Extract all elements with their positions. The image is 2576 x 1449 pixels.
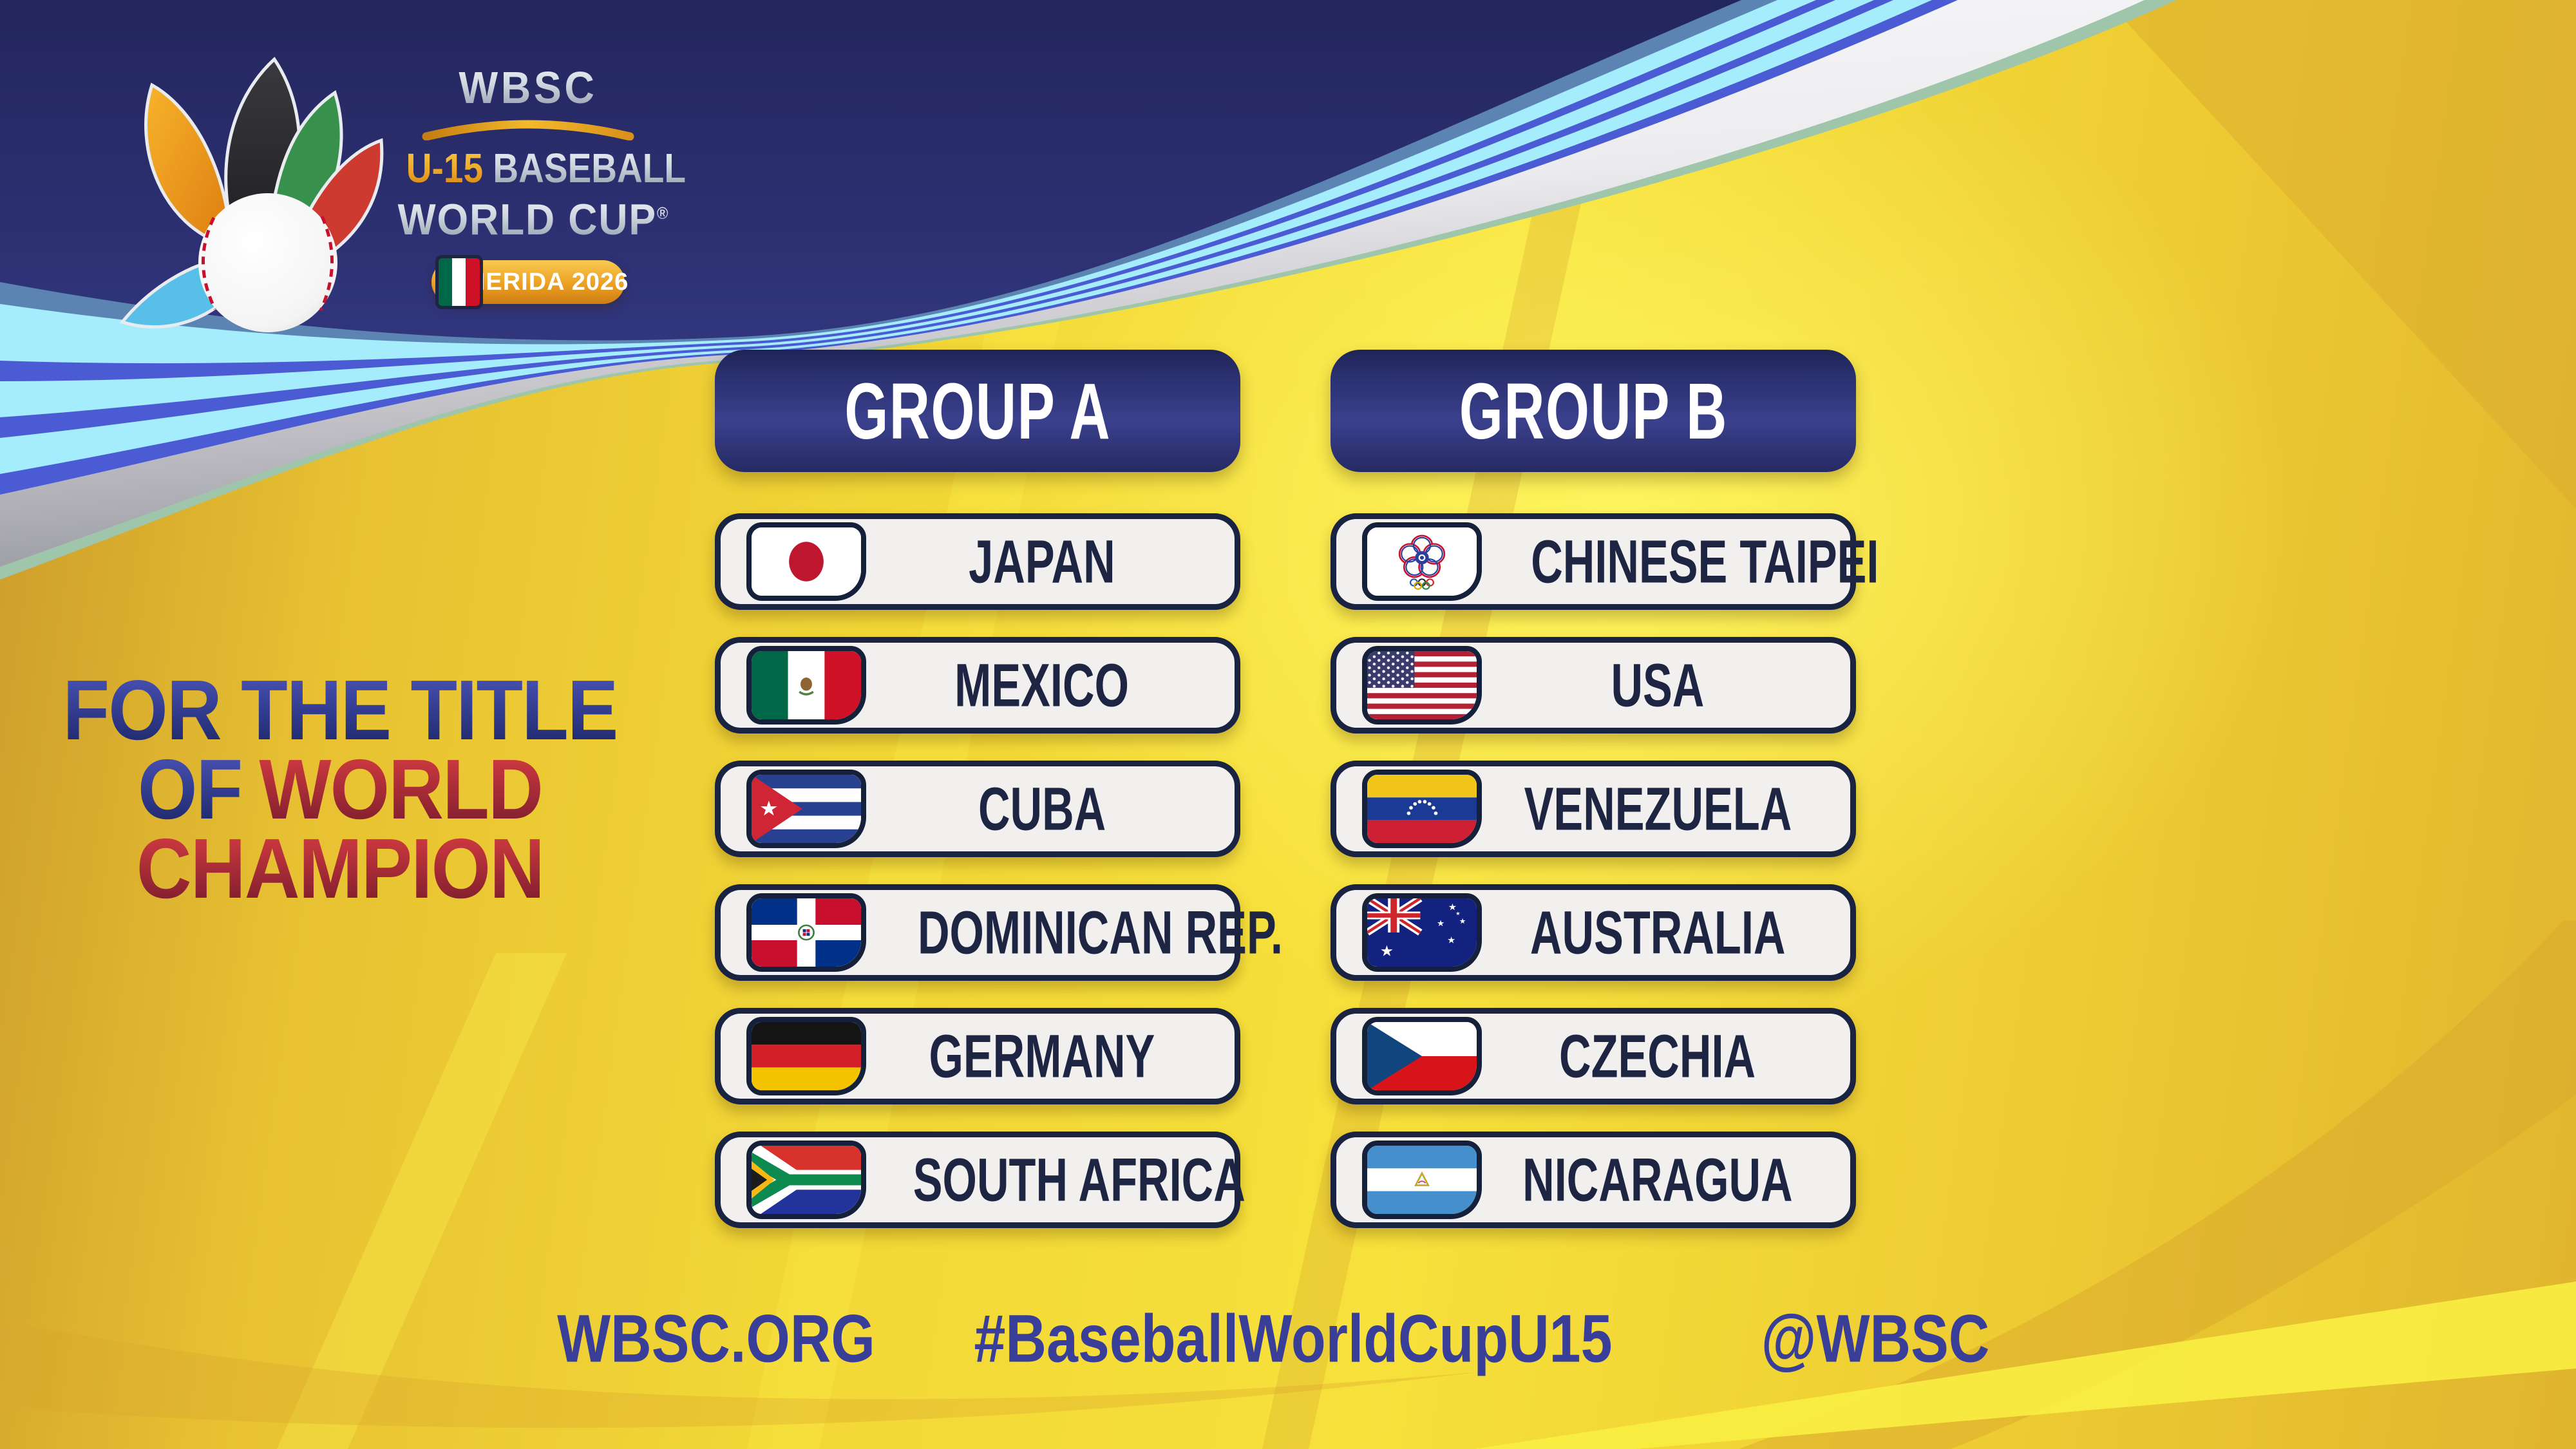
usa-flag-icon [1362, 646, 1482, 724]
group-b-column: GROUP B CHINESE [1331, 350, 1879, 1255]
team-name: VENEZUELA [1524, 774, 1792, 843]
event-name: MERIDA 2026 [464, 268, 629, 296]
czechia-flag-icon [1362, 1017, 1482, 1095]
team-row-chinese-taipei: CHINESE TAIPEI [1331, 513, 1879, 610]
team-row-australia: AUSTRALIA [1331, 884, 1856, 981]
footer-website: WBSC.ORG [557, 1301, 875, 1377]
team-row-venezuela: VENEZUELA [1331, 761, 1856, 857]
team-name: JAPAN [969, 527, 1115, 596]
south-africa-flag-icon [746, 1141, 866, 1219]
footer-hashtag: #BaseballWorldCupU15 [974, 1301, 1613, 1377]
tagline-line1: FOR THE TITLE [50, 663, 630, 757]
tagline-line2-of: OF [137, 741, 243, 837]
team-name: CHINESE TAIPEI [1531, 527, 1879, 596]
team-row-nicaragua: NICARAGUA [1331, 1132, 1856, 1228]
group-b-label: GROUP B [1459, 366, 1728, 455]
event-pill: MERIDA 2026 [431, 255, 628, 309]
team-row-mexico: MEXICO [715, 637, 1240, 734]
team-name: NICARAGUA [1522, 1145, 1793, 1214]
germany-flag-icon [746, 1017, 866, 1095]
tagline-line2: OF WORLD [50, 741, 630, 837]
gold-arc-icon [422, 120, 634, 140]
group-b-header: GROUP B [1331, 350, 1856, 472]
logo-petals-baseball-icon [119, 57, 384, 332]
team-name: DOMINICAN REP. [917, 898, 1283, 967]
logo-title-line2: WORLD CUP® [397, 194, 668, 245]
team-row-cuba: CUBA [715, 761, 1240, 857]
logo-brand: WBSC [459, 62, 598, 113]
team-name: GERMANY [929, 1021, 1155, 1090]
group-a-label: GROUP A [844, 366, 1111, 455]
nicaragua-flag-icon [1362, 1141, 1482, 1219]
mexico-flag-icon [746, 646, 866, 724]
tagline-line3: CHAMPION [50, 820, 630, 916]
japan-flag-icon [746, 522, 866, 601]
team-row-czechia: CZECHIA [1331, 1008, 1856, 1104]
team-row-south-africa: SOUTH AFRICA [715, 1132, 1245, 1228]
team-name: CZECHIA [1559, 1021, 1756, 1090]
group-a-header: GROUP A [715, 350, 1240, 472]
logo-world-cup: WORLD CUP [397, 195, 657, 244]
team-name: MEXICO [954, 650, 1130, 719]
australia-flag-icon [1362, 893, 1482, 972]
tagline-line3-text: CHAMPION [136, 820, 545, 916]
venezuela-flag-icon [1362, 770, 1482, 848]
logo-title-line1: U-15 BASEBALL [406, 144, 686, 192]
tagline-line2-world: WORLD [259, 741, 543, 837]
dominican-republic-flag-icon [746, 893, 866, 972]
team-row-germany: GERMANY [715, 1008, 1240, 1104]
cuba-flag-icon [746, 770, 866, 848]
team-row-japan: JAPAN [715, 513, 1240, 610]
team-name: SOUTH AFRICA [913, 1145, 1245, 1214]
footer-social-handle: @WBSC [1761, 1301, 1990, 1377]
logo-wordmark: WBSC U-15 BASEBALL WORLD CUP® MERIDA 202… [386, 62, 686, 309]
mexico-flag-icon [435, 255, 483, 309]
logo-baseball: BASEBALL [493, 145, 687, 191]
team-name: AUSTRALIA [1530, 898, 1786, 967]
group-a-column: GROUP A JAPAN MEXICO [715, 350, 1283, 1255]
team-row-usa: USA [1331, 637, 1856, 734]
logo-u15: U-15 [406, 145, 484, 191]
tagline: FOR THE TITLE OF WORLD CHAMPION [50, 663, 630, 916]
team-name: CUBA [978, 774, 1106, 843]
team-name: USA [1611, 650, 1705, 719]
team-row-dominican-republic: DOMINICAN REP. [715, 884, 1283, 981]
chinese-taipei-flag-icon [1362, 522, 1482, 601]
registered-mark: ® [656, 204, 670, 223]
tagline-line1-text: FOR THE TITLE [62, 663, 619, 757]
